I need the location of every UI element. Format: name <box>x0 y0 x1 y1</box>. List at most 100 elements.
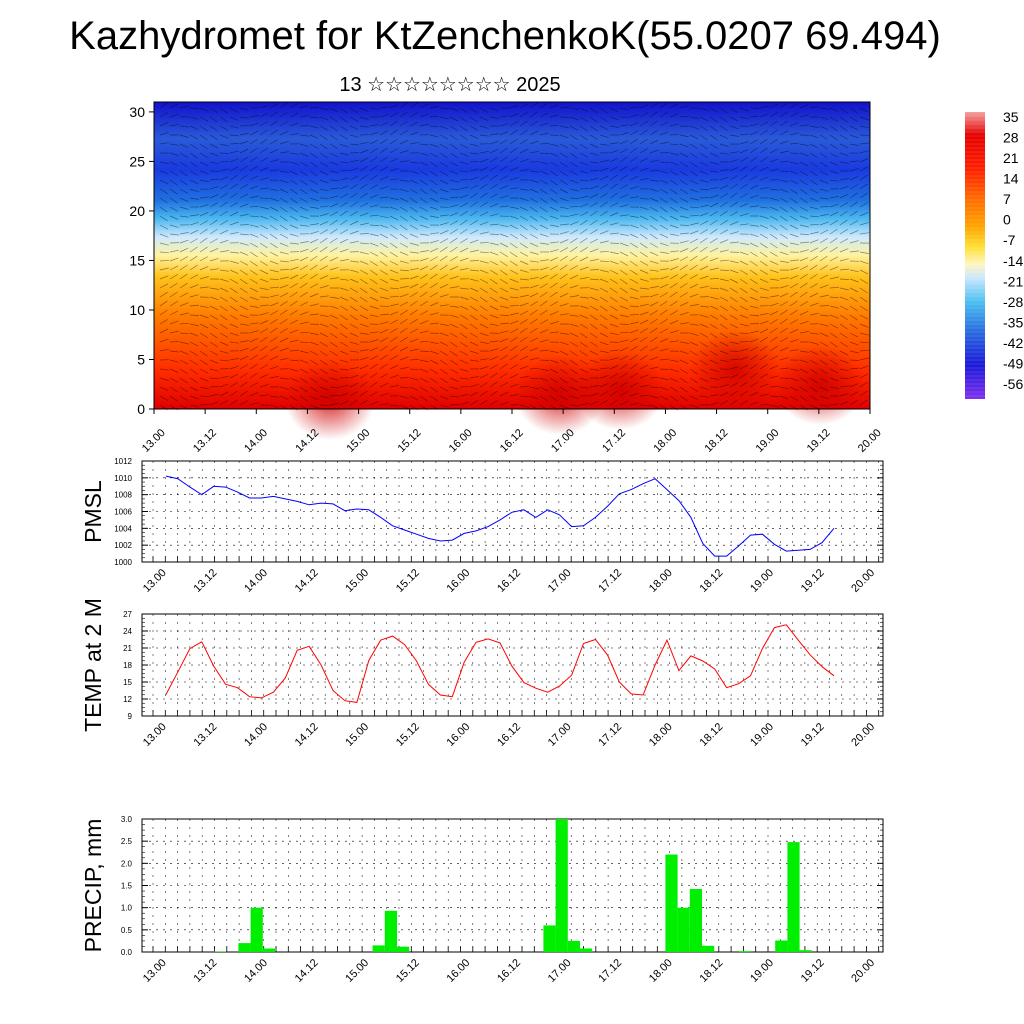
y-tick-label: 1010 <box>114 474 132 483</box>
x-tick-label: 17.12 <box>596 721 624 749</box>
colorbar-label: -42 <box>1003 335 1023 351</box>
y-tick-label: 18 <box>123 661 132 670</box>
x-tick-label: 15.12 <box>394 567 422 595</box>
colorbar-label: 21 <box>1003 150 1019 166</box>
heatmap-hot-region <box>285 360 375 440</box>
x-tick-label: 19.00 <box>748 957 776 985</box>
x-tick-label: 14.12 <box>293 721 321 749</box>
y-tick-label: 0.0 <box>121 948 133 957</box>
x-tick-label: 16.12 <box>495 567 523 595</box>
x-tick-label: 16.00 <box>447 427 475 455</box>
x-tick-label: 15.12 <box>394 721 422 749</box>
precip-bar <box>397 946 410 952</box>
x-tick-label: 19.00 <box>748 721 776 749</box>
colorbar-label: 7 <box>1003 191 1011 207</box>
panel-frame <box>141 613 884 717</box>
x-tick-label: 15.00 <box>343 957 371 985</box>
colorbar-label: -56 <box>1003 376 1023 392</box>
heatmap-hot-region <box>775 345 865 425</box>
x-tick-label: 20.00 <box>849 721 877 749</box>
y-tick-label: 2.0 <box>121 859 133 868</box>
precip-bar <box>787 842 800 952</box>
x-tick-label: 14.00 <box>242 567 270 595</box>
y-tick-label: 1.5 <box>121 882 133 891</box>
chart-title: Kazhydromet for KtZenchenkoK(55.0207 69.… <box>69 14 941 58</box>
x-tick-label: 13.00 <box>141 567 169 595</box>
colorbar-label: 0 <box>1003 212 1011 228</box>
x-tick-label: 14.00 <box>242 721 270 749</box>
x-tick-label: 19.00 <box>748 567 776 595</box>
precip-bar <box>689 889 702 952</box>
colorbar-label: -28 <box>1003 294 1023 310</box>
panel-frame <box>141 460 884 563</box>
x-tick-label: 16.12 <box>495 721 523 749</box>
precip-bar <box>665 854 678 952</box>
x-tick-label: 17.12 <box>596 567 624 595</box>
precip-bar <box>677 907 690 952</box>
colorbar-label: 14 <box>1003 171 1019 187</box>
x-tick-label: 14.12 <box>293 957 321 985</box>
colorbar-label: -49 <box>1003 355 1023 371</box>
x-tick-label: 18.00 <box>647 567 675 595</box>
x-tick-label: 20.00 <box>856 427 884 455</box>
colorbar-label: -35 <box>1003 314 1023 330</box>
x-tick-label: 16.00 <box>445 957 473 985</box>
x-tick-label: 16.12 <box>498 427 526 455</box>
y-tick-label: 21 <box>123 644 132 653</box>
y-tick-label: 15 <box>123 678 132 687</box>
precip-bar <box>580 948 593 952</box>
chart-subtitle: 13 ☆☆☆☆☆☆☆☆ 2025 <box>339 74 561 96</box>
precip-bar <box>372 945 385 952</box>
x-tick-label: 13.12 <box>191 427 219 455</box>
x-tick-label: 15.12 <box>394 957 422 985</box>
y-tick-label: 10 <box>129 302 145 318</box>
wind-barbs <box>159 102 870 411</box>
x-tick-label: 20.00 <box>849 957 877 985</box>
precip-bar <box>250 907 263 952</box>
precip-bar <box>738 951 751 952</box>
x-tick-label: 13.00 <box>141 957 169 985</box>
x-tick-label: 13.12 <box>192 957 220 985</box>
precip-bar <box>702 945 715 952</box>
x-tick-label: 16.12 <box>495 957 523 985</box>
y-tick-label: 1.0 <box>121 904 133 913</box>
x-tick-label: 18.00 <box>647 721 675 749</box>
y-tick-label: 5 <box>137 351 145 367</box>
precip-bar <box>555 819 568 952</box>
x-tick-label: 17.12 <box>600 427 628 455</box>
y-tick-label: 0.5 <box>121 926 133 935</box>
x-tick-label: 17.00 <box>546 567 574 595</box>
y-tick-label: 15 <box>129 252 145 268</box>
x-tick-label: 15.00 <box>343 721 371 749</box>
y-tick-label: 1012 <box>114 457 132 466</box>
x-tick-label: 17.00 <box>546 957 574 985</box>
y-axis-title: TEMP at 2 M <box>80 598 106 732</box>
precip-bar <box>543 925 556 952</box>
x-tick-label: 13.12 <box>192 721 220 749</box>
y-tick-label: 24 <box>123 627 132 636</box>
x-tick-label: 13.00 <box>140 427 168 455</box>
y-tick-label: 3.0 <box>121 815 133 824</box>
x-tick-label: 16.00 <box>445 721 473 749</box>
y-tick-label: 1004 <box>114 524 132 533</box>
y-tick-label: 12 <box>123 695 132 704</box>
y-tick-label: 1006 <box>114 508 132 517</box>
x-tick-label: 18.00 <box>647 957 675 985</box>
x-tick-label: 19.00 <box>754 427 782 455</box>
y-tick-label: 30 <box>129 104 145 120</box>
y-tick-label: 27 <box>123 610 132 619</box>
x-tick-label: 14.00 <box>242 427 270 455</box>
precip-bar <box>799 950 812 952</box>
colorbar-label: 35 <box>1003 109 1019 125</box>
x-tick-label: 18.12 <box>698 957 726 985</box>
x-tick-label: 17.12 <box>596 957 624 985</box>
y-tick-label: 1008 <box>114 491 132 500</box>
x-tick-label: 13.12 <box>192 567 220 595</box>
x-tick-label: 18.12 <box>698 721 726 749</box>
colorbar-label: -21 <box>1003 273 1023 289</box>
y-tick-label: 2.5 <box>121 837 133 846</box>
colorbar-label: -14 <box>1003 253 1023 269</box>
colorbar-label: 28 <box>1003 130 1019 146</box>
x-tick-label: 15.12 <box>396 427 424 455</box>
x-tick-label: 16.00 <box>445 567 473 595</box>
